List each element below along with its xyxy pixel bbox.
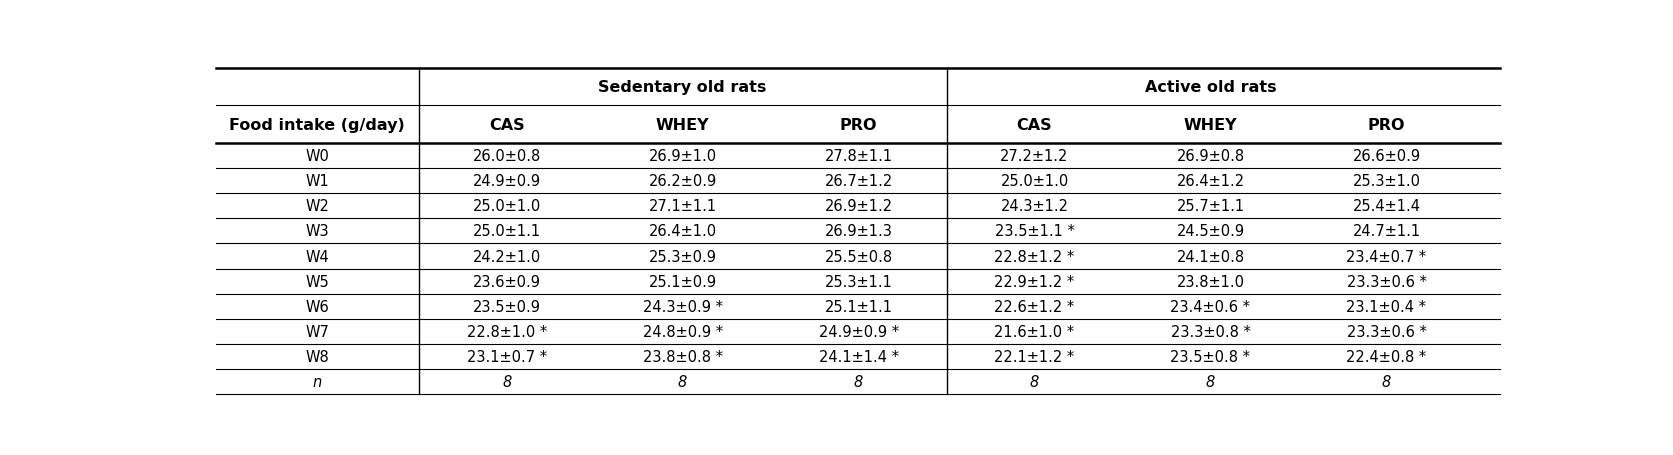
- Text: 23.3±0.6 *: 23.3±0.6 *: [1345, 274, 1425, 289]
- Text: W8: W8: [304, 349, 330, 364]
- Text: 25.3±0.9: 25.3±0.9: [647, 249, 716, 264]
- Text: 25.1±0.9: 25.1±0.9: [647, 274, 716, 289]
- Text: 21.6±1.0 *: 21.6±1.0 *: [994, 324, 1074, 339]
- Text: 23.6±0.9: 23.6±0.9: [472, 274, 540, 289]
- Text: WHEY: WHEY: [1183, 117, 1236, 132]
- Text: 25.3±1.1: 25.3±1.1: [825, 274, 892, 289]
- Text: W4: W4: [304, 249, 330, 264]
- Text: PRO: PRO: [1367, 117, 1404, 132]
- Text: 25.0±1.1: 25.0±1.1: [472, 224, 540, 239]
- Text: 23.1±0.7 *: 23.1±0.7 *: [467, 349, 547, 364]
- Text: 23.8±0.8 *: 23.8±0.8 *: [642, 349, 723, 364]
- Text: 25.3±1.0: 25.3±1.0: [1352, 174, 1420, 189]
- Text: 26.4±1.0: 26.4±1.0: [647, 224, 716, 239]
- Text: 22.4±0.8 *: 22.4±0.8 *: [1345, 349, 1425, 364]
- Text: 23.8±1.0: 23.8±1.0: [1176, 274, 1243, 289]
- Text: 22.8±1.0 *: 22.8±1.0 *: [467, 324, 547, 339]
- Text: 8: 8: [1380, 374, 1390, 389]
- Text: W7: W7: [304, 324, 330, 339]
- Text: 27.2±1.2: 27.2±1.2: [1000, 149, 1067, 164]
- Text: 8: 8: [678, 374, 688, 389]
- Text: n: n: [313, 374, 321, 389]
- Text: 8: 8: [502, 374, 510, 389]
- Text: Sedentary old rats: Sedentary old rats: [597, 80, 766, 95]
- Text: W5: W5: [304, 274, 330, 289]
- Text: 25.0±1.0: 25.0±1.0: [1000, 174, 1067, 189]
- Text: 25.4±1.4: 25.4±1.4: [1352, 199, 1420, 214]
- Text: 25.0±1.0: 25.0±1.0: [472, 199, 540, 214]
- Text: 23.5±0.8 *: 23.5±0.8 *: [1169, 349, 1250, 364]
- Text: W3: W3: [304, 224, 330, 239]
- Text: 26.9±1.0: 26.9±1.0: [647, 149, 716, 164]
- Text: 27.1±1.1: 27.1±1.1: [647, 199, 716, 214]
- Text: 26.4±1.2: 26.4±1.2: [1176, 174, 1243, 189]
- Text: Active old rats: Active old rats: [1144, 80, 1275, 95]
- Text: W0: W0: [304, 149, 330, 164]
- Text: 23.4±0.7 *: 23.4±0.7 *: [1345, 249, 1425, 264]
- Text: W2: W2: [304, 199, 330, 214]
- Text: 26.9±0.8: 26.9±0.8: [1176, 149, 1243, 164]
- Text: 24.1±0.8: 24.1±0.8: [1176, 249, 1243, 264]
- Text: 26.0±0.8: 26.0±0.8: [472, 149, 540, 164]
- Text: 23.5±1.1 *: 23.5±1.1 *: [994, 224, 1074, 239]
- Text: 26.9±1.3: 26.9±1.3: [825, 224, 892, 239]
- Text: 8: 8: [1205, 374, 1215, 389]
- Text: 25.5±0.8: 25.5±0.8: [825, 249, 892, 264]
- Text: 8: 8: [1029, 374, 1039, 389]
- Text: PRO: PRO: [840, 117, 877, 132]
- Text: 26.9±1.2: 26.9±1.2: [825, 199, 892, 214]
- Text: 23.5±0.9: 23.5±0.9: [472, 299, 540, 314]
- Text: 25.1±1.1: 25.1±1.1: [825, 299, 892, 314]
- Text: 22.1±1.2 *: 22.1±1.2 *: [994, 349, 1074, 364]
- Text: Food intake (g/day): Food intake (g/day): [229, 117, 405, 132]
- Text: 23.1±0.4 *: 23.1±0.4 *: [1345, 299, 1425, 314]
- Text: 24.9±0.9: 24.9±0.9: [472, 174, 540, 189]
- Text: CAS: CAS: [1016, 117, 1052, 132]
- Text: 24.7±1.1: 24.7±1.1: [1352, 224, 1420, 239]
- Text: 27.8±1.1: 27.8±1.1: [825, 149, 892, 164]
- Text: 8: 8: [853, 374, 863, 389]
- Text: W6: W6: [304, 299, 330, 314]
- Text: 24.3±1.2: 24.3±1.2: [1000, 199, 1067, 214]
- Text: 24.5±0.9: 24.5±0.9: [1176, 224, 1243, 239]
- Text: 23.3±0.8 *: 23.3±0.8 *: [1169, 324, 1250, 339]
- Text: 24.3±0.9 *: 24.3±0.9 *: [642, 299, 723, 314]
- Text: 25.7±1.1: 25.7±1.1: [1176, 199, 1243, 214]
- Text: CAS: CAS: [489, 117, 524, 132]
- Text: 24.2±1.0: 24.2±1.0: [472, 249, 540, 264]
- Text: WHEY: WHEY: [656, 117, 709, 132]
- Text: 23.3±0.6 *: 23.3±0.6 *: [1345, 324, 1425, 339]
- Text: 26.2±0.9: 26.2±0.9: [647, 174, 716, 189]
- Text: 26.7±1.2: 26.7±1.2: [823, 174, 892, 189]
- Text: 22.8±1.2 *: 22.8±1.2 *: [994, 249, 1074, 264]
- Text: 24.1±1.4 *: 24.1±1.4 *: [818, 349, 898, 364]
- Text: 26.6±0.9: 26.6±0.9: [1352, 149, 1420, 164]
- Text: 24.8±0.9 *: 24.8±0.9 *: [642, 324, 723, 339]
- Text: 22.6±1.2 *: 22.6±1.2 *: [994, 299, 1074, 314]
- Text: 22.9±1.2 *: 22.9±1.2 *: [994, 274, 1074, 289]
- Text: W1: W1: [304, 174, 330, 189]
- Text: 24.9±0.9 *: 24.9±0.9 *: [818, 324, 898, 339]
- Text: 23.4±0.6 *: 23.4±0.6 *: [1169, 299, 1250, 314]
